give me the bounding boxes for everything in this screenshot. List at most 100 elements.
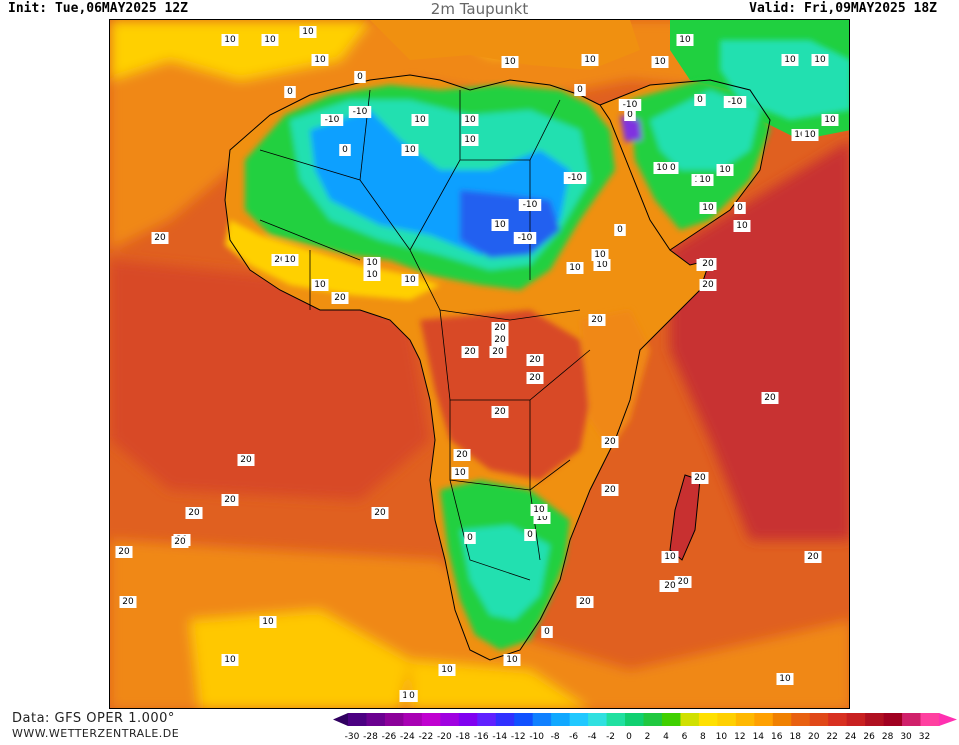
contour-label: 10 [581, 54, 599, 66]
svg-text:10: 10 [656, 163, 668, 173]
south-yellow-band [190, 610, 410, 708]
contour-label: 0 [284, 86, 296, 98]
legend-swatch [348, 713, 367, 726]
svg-text:10: 10 [596, 260, 608, 270]
contour-label: 10 [363, 257, 381, 269]
svg-text:10: 10 [494, 220, 506, 230]
color-legend: -30 -28 -26 -24 -22 -20 -18 -16 -14 -12 -10 -8 -6 -4-… [333, 710, 959, 742]
contour-labels: 101010101010101010101010101010100000000-… [115, 26, 839, 702]
svg-text:0: 0 [357, 72, 363, 82]
svg-text:-10: -10 [353, 107, 368, 117]
contour-label: -10 [513, 232, 537, 244]
svg-text:-10: -10 [623, 100, 638, 110]
svg-text:20: 20 [702, 280, 714, 290]
svg-text:0: 0 [409, 691, 415, 701]
contour-label: 10 [699, 202, 717, 214]
legend-swatch [902, 713, 922, 726]
contour-label: 10 [530, 504, 548, 516]
contour-label: 20 [804, 551, 822, 563]
svg-text:20: 20 [494, 407, 506, 417]
svg-text:0: 0 [627, 110, 633, 120]
indian-ocean-hot [670, 141, 849, 540]
svg-text:0: 0 [287, 87, 293, 97]
svg-text:20: 20 [529, 373, 541, 383]
contour-label: 20 [115, 546, 133, 558]
contour-label: 10 [261, 34, 279, 46]
contour-label: 10 [811, 54, 829, 66]
svg-text:10: 10 [504, 57, 516, 67]
legend-swatch [883, 713, 903, 726]
legend-swatch [643, 713, 663, 726]
legend-tick-label: 24 [845, 732, 857, 741]
legend-swatch [809, 713, 829, 726]
contour-label: 10 [491, 219, 509, 231]
contour-label: 10 [716, 164, 734, 176]
legend-tick-label: 0 [626, 732, 632, 741]
legend-tick-label: -20 [437, 732, 452, 741]
contour-label: 10 [259, 616, 277, 628]
svg-text:20: 20 [694, 473, 706, 483]
legend-swatch [458, 713, 478, 726]
legend-tick-label: 8 [700, 732, 706, 741]
legend-swatch [606, 713, 626, 726]
contour-label: 20 [461, 346, 479, 358]
contour-label: 20 [526, 354, 544, 366]
contour-label: 10 [451, 467, 469, 479]
legend-swatch [440, 713, 460, 726]
legend-swatch [532, 713, 552, 726]
legend-tick-label: 22 [826, 732, 837, 741]
contour-label: 20 [576, 596, 594, 608]
legend-swatch [514, 713, 534, 726]
legend-tick-label: -8 [551, 732, 560, 741]
svg-text:20: 20 [122, 597, 134, 607]
contour-label: -10 [618, 99, 642, 111]
contour-label: 10 [461, 114, 479, 126]
contour-label: 20 [699, 258, 717, 270]
legend-swatch [477, 713, 497, 726]
legend-over-arrow [939, 713, 957, 726]
dewpoint-map[interactable]: 101010101010101010101010101010100000000-… [109, 19, 850, 709]
svg-text:10: 10 [284, 255, 296, 265]
svg-text:0: 0 [342, 145, 348, 155]
svg-text:10: 10 [464, 135, 476, 145]
svg-text:20: 20 [492, 347, 504, 357]
svg-text:20: 20 [334, 293, 346, 303]
svg-text:10: 10 [533, 505, 545, 515]
contour-label: 20 [661, 580, 679, 592]
svg-text:-10: -10 [523, 200, 538, 210]
contour-label: 10 [221, 34, 239, 46]
contour-label: 20 [171, 536, 189, 548]
svg-text:10: 10 [536, 513, 548, 523]
svg-text:20: 20 [494, 335, 506, 345]
svg-text:10: 10 [264, 35, 276, 45]
contour-label: 10 [566, 262, 584, 274]
atlantic-hot [110, 260, 430, 500]
legend-swatch [717, 713, 737, 726]
contour-label: 10 [821, 114, 839, 126]
svg-text:20: 20 [579, 597, 591, 607]
legend-tick-label: -4 [588, 732, 597, 741]
legend-tick-label: -12 [511, 732, 526, 741]
contour-label: 20 [491, 322, 509, 334]
svg-text:10: 10 [702, 203, 714, 213]
contour-label: 0 [406, 690, 418, 702]
contour-label: 0 [541, 626, 553, 638]
contour-label: 10 [781, 54, 799, 66]
svg-text:10: 10 [584, 55, 596, 65]
legend-tick-label: 16 [771, 732, 783, 741]
contour-label: 20 [601, 436, 619, 448]
contour-label: 10 [438, 664, 456, 676]
contour-label: 10 [311, 54, 329, 66]
legend-tick-label: 32 [919, 732, 930, 741]
svg-text:10: 10 [366, 258, 378, 268]
svg-text:20: 20 [604, 437, 616, 447]
legend-tick-label: -30 [345, 732, 360, 741]
contour-label: 10 [696, 174, 714, 186]
svg-text:20: 20 [702, 259, 714, 269]
contour-label: 10 [363, 269, 381, 281]
legend-swatch [661, 713, 681, 726]
svg-text:-10: -10 [518, 233, 533, 243]
legend-swatch [754, 713, 774, 726]
contour-label: 20 [453, 449, 471, 461]
legend-tick-label: 14 [753, 732, 765, 741]
